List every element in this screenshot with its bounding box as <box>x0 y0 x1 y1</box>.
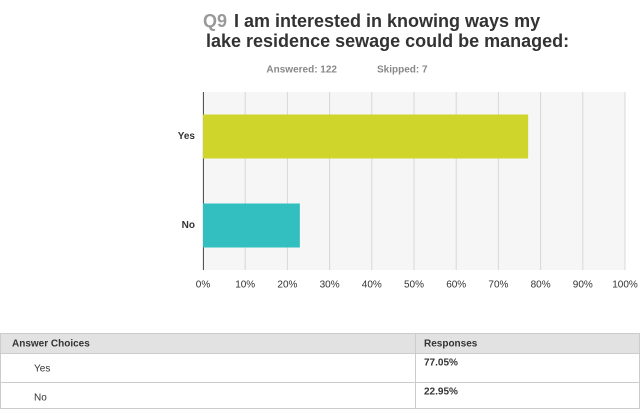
x-tick-label: 100% <box>612 280 638 291</box>
y-tick-label: Yes <box>178 131 196 142</box>
table-response: 77.05% <box>424 358 458 369</box>
table-choice: Yes <box>34 364 50 375</box>
table-choice: No <box>34 393 47 404</box>
answered: Answered: 122 <box>266 65 337 76</box>
table-header: Answer Choices <box>12 339 90 350</box>
x-tick-label: 50% <box>404 280 424 291</box>
x-tick-label: 40% <box>362 280 382 291</box>
x-tick-label: 80% <box>531 280 551 291</box>
bar <box>203 203 300 248</box>
table-header: Responses <box>424 339 478 350</box>
x-tick-label: 20% <box>277 280 297 291</box>
table-response: 22.95% <box>424 387 458 398</box>
question-number: Q9 <box>203 11 227 31</box>
skipped: Skipped: 7 <box>377 65 428 76</box>
x-tick-label: 10% <box>235 280 255 291</box>
x-tick-label: 60% <box>446 280 466 291</box>
bar <box>203 114 529 159</box>
y-tick-label: No <box>182 220 195 231</box>
chart-title: I am interested in knowing ways my lake … <box>206 11 569 51</box>
x-tick-label: 30% <box>320 280 340 291</box>
table-header-bg <box>1 334 639 353</box>
x-tick-label: 90% <box>573 280 593 291</box>
x-tick-label: 0% <box>196 280 211 291</box>
x-tick-label: 70% <box>488 280 508 291</box>
